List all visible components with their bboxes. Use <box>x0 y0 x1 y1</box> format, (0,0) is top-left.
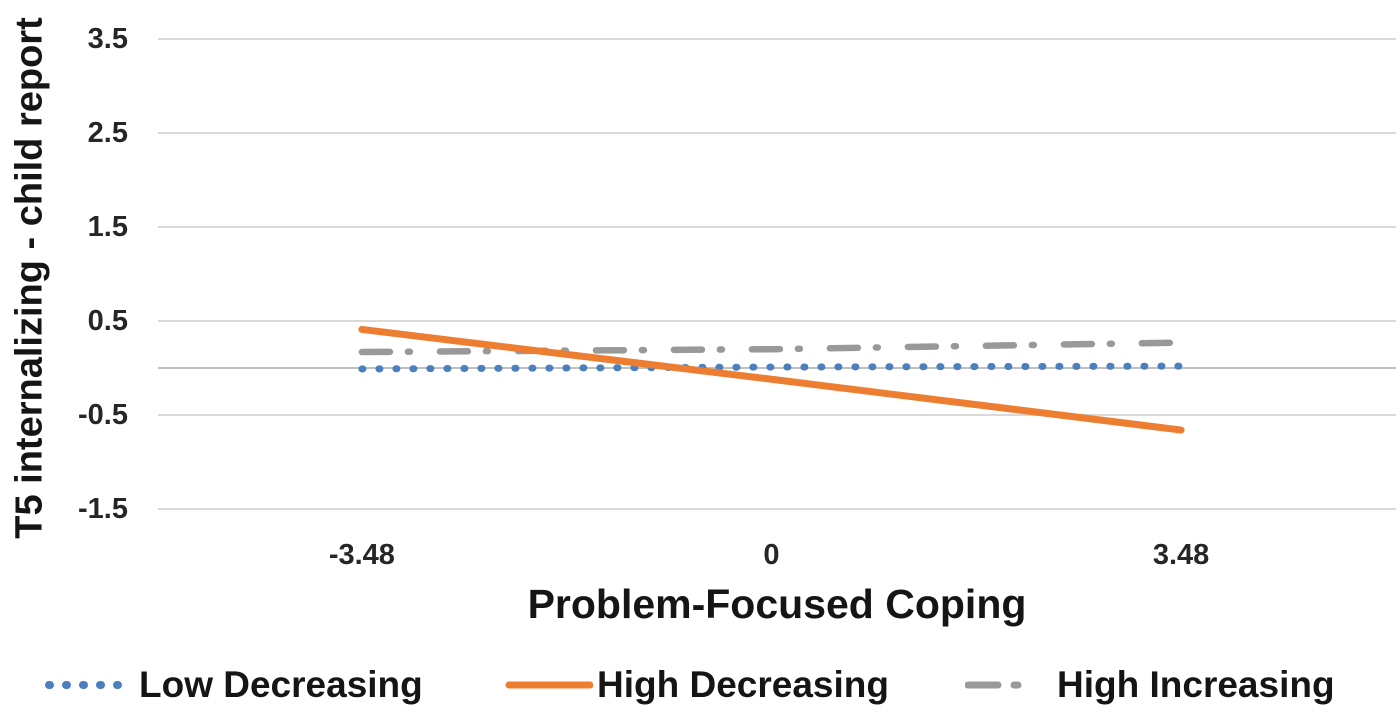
legend-label: High Increasing <box>1057 664 1335 705</box>
legend-label: High Decreasing <box>597 664 889 705</box>
y-tick-label: -1.5 <box>78 493 128 525</box>
series-line-high-decreasing <box>358 325 1185 434</box>
y-axis-title: T5 internalizing - child report <box>8 17 51 539</box>
y-tick-label: 2.5 <box>87 117 128 149</box>
legend-swatch-dotted-line-icon <box>45 681 125 689</box>
legend-item-high-increasing: High Increasing <box>965 660 1335 710</box>
x-axis-title: Problem-Focused Coping <box>527 581 1027 627</box>
y-tick-label: 0.5 <box>87 305 128 337</box>
x-tick-label: 3.48 <box>1152 539 1210 571</box>
x-tick-label: 0 <box>763 539 780 571</box>
legend-swatch-solid-line-icon <box>505 681 593 689</box>
y-tick-label: -0.5 <box>78 399 128 431</box>
legend-item-low-decreasing: Low Decreasing <box>45 660 423 710</box>
x-tick-label: -3.48 <box>328 539 395 571</box>
legend-item-high-decreasing: High Decreasing <box>505 660 889 710</box>
y-tick-label: 1.5 <box>87 211 128 243</box>
y-tick-label: 3.5 <box>87 23 128 55</box>
series-line-low-decreasing <box>358 362 1185 373</box>
legend-swatch-dash-dot-line-icon <box>965 681 1035 689</box>
legend-label: Low Decreasing <box>139 664 423 705</box>
series-line-high-increasing <box>358 339 1185 356</box>
